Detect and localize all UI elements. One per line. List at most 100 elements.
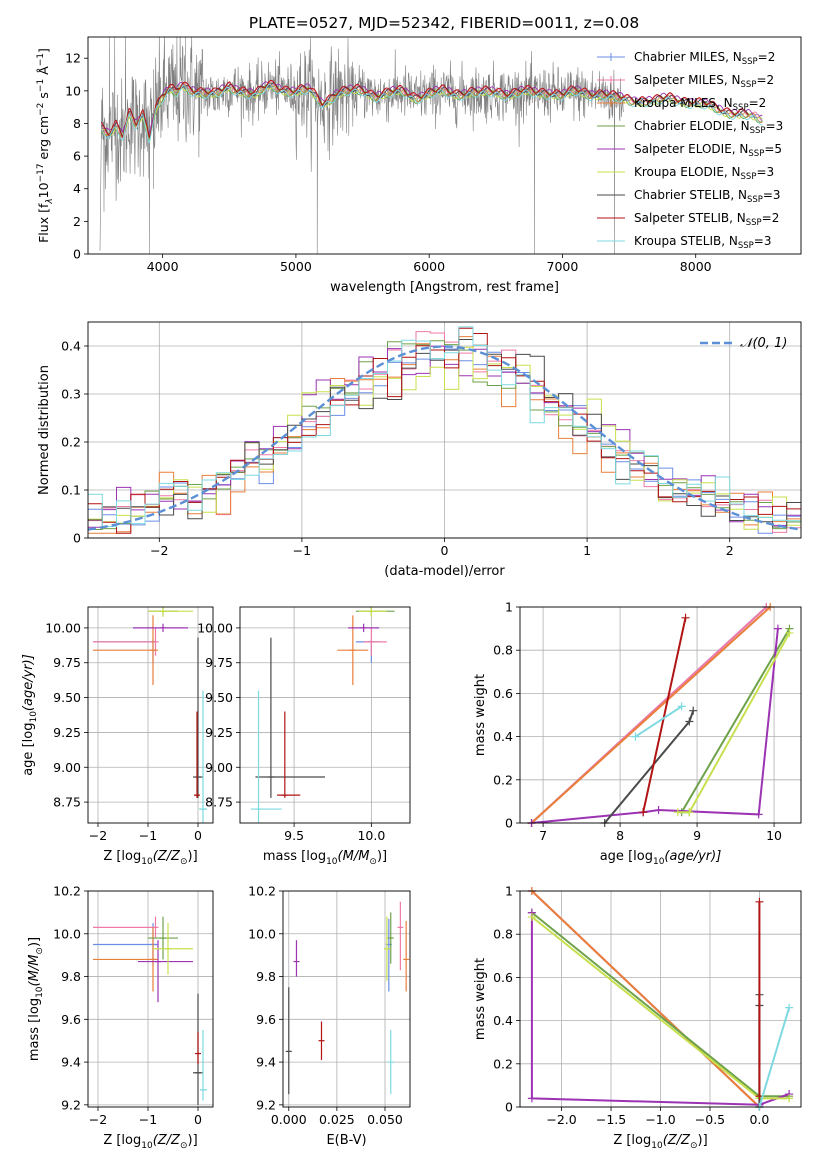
weight-marker <box>677 702 686 711</box>
weight-marker <box>773 624 782 633</box>
x-axis-label: wavelength [Angstrom, rest frame] <box>330 280 559 295</box>
x-tick-label: 0 <box>194 1112 202 1127</box>
x-tick-label: −1.0 <box>645 1112 675 1127</box>
x-tick-label: 7000 <box>547 259 579 274</box>
axes-frame <box>519 890 802 1108</box>
y-tick-label: 10.00 <box>197 620 233 635</box>
axes-frame <box>282 890 411 1108</box>
x-axis-label: (data-model)/error <box>384 564 505 579</box>
model-line-kroupa-elodie <box>101 85 763 138</box>
y-tick-label: 9.00 <box>53 760 81 775</box>
model-line-kroupa-stelib <box>100 83 763 144</box>
axes-frame <box>87 606 214 824</box>
weight-marker <box>681 613 690 622</box>
y-tick-label: 9.2 <box>256 1097 276 1112</box>
y-tick-label: 0 <box>73 531 81 546</box>
y-tick-label: 10.00 <box>45 620 81 635</box>
x-axis-label: Z [log10(Z/Z⊙)] <box>103 849 197 867</box>
weight-marker <box>673 808 682 817</box>
y-tick-label: 9.25 <box>205 725 233 740</box>
y-tick-label: 0.2 <box>493 772 513 787</box>
y-tick-label: 10.0 <box>53 926 81 941</box>
legend-label: Salpeter ELODIE, NSSP=5 <box>634 142 782 159</box>
x-tick-label: 10 <box>766 828 782 843</box>
y-tick-label: 9.00 <box>205 760 233 775</box>
y-tick-label: 9.4 <box>256 1055 276 1070</box>
y-tick-label: 12 <box>65 51 81 66</box>
y-tick-label: 0.4 <box>493 1013 513 1028</box>
y-tick-label: 0.1 <box>61 483 81 498</box>
model-line-salpeter-stelib <box>100 79 749 139</box>
y-tick-label: 0.4 <box>493 729 513 744</box>
x-tick-label: 8000 <box>680 259 712 274</box>
x-tick-label: −2 <box>150 543 168 558</box>
x-tick-label: 1 <box>583 543 591 558</box>
x-axis-label: E(B-V) <box>326 1133 366 1148</box>
y-tick-label: 9.50 <box>53 690 81 705</box>
x-tick-label: 0.050 <box>367 1112 403 1127</box>
x-tick-label: 7 <box>539 828 547 843</box>
x-tick-label: 8 <box>616 828 624 843</box>
y-tick-label: 9.2 <box>61 1097 81 1112</box>
x-axis-label: age [log10(age/yr)] <box>600 849 722 867</box>
weight-marker <box>755 897 764 906</box>
x-tick-label: −1 <box>139 1112 157 1127</box>
weight-marker <box>685 808 694 817</box>
weight_vs_age-panel: 7 8 9 10 0 0.2 0.4 0.6 0.8 1 age [log10(age/yr)] ma… <box>473 600 802 867</box>
weight-marker <box>754 810 763 819</box>
weight-line-kroupa-miles <box>531 891 761 1107</box>
weight-marker <box>639 808 648 817</box>
y-axis-label: age [log10(age/yr)] <box>21 654 39 776</box>
y-tick-label: 0 <box>505 816 513 831</box>
y-tick-label: 10.2 <box>53 884 81 899</box>
age_vs_mass-panel: 9.5 10.0 8.75 9.00 9.25 9.50 9.75 10.00 mass [lo… <box>197 606 411 867</box>
y-axis-label: mass [log10(M/M⊙)] <box>27 937 45 1061</box>
x-tick-label: −1 <box>139 828 157 843</box>
axes-frame <box>87 321 802 539</box>
y-tick-label: 0.8 <box>493 927 513 942</box>
x-tick-label: 10.0 <box>357 828 385 843</box>
weight-line-kroupa-miles <box>530 607 771 823</box>
x-tick-label: −1.5 <box>596 1112 626 1127</box>
y-tick-label: 1 <box>505 884 513 899</box>
y-tick-label: 9.75 <box>53 655 81 670</box>
y-tick-label: 9.8 <box>256 969 276 984</box>
x-tick-label: −0.5 <box>695 1112 725 1127</box>
x-tick-label: −2.0 <box>546 1112 576 1127</box>
weight-marker <box>654 806 663 815</box>
mass_vs_EBV-panel: 0.000 0.025 0.050 9.2 9.4 9.6 9.8 10.0 10.2 E(B-V… <box>248 884 411 1148</box>
x-tick-label: 5000 <box>280 259 312 274</box>
age_vs_Z-panel: −2 −1 0 8.75 9.00 9.25 9.50 9.75 10.00 Z [log10(Z… <box>21 606 214 867</box>
legend-label: Salpeter STELIB, NSSP=2 <box>634 211 779 228</box>
figure-title: PLATE=0527, MJD=52342, FIBERID=0011, z=0… <box>249 14 639 32</box>
y-tick-label: 9.8 <box>61 969 81 984</box>
x-tick-label: −2 <box>89 1112 107 1127</box>
weight-line-salpeter-elodie <box>531 628 779 823</box>
weight-marker <box>785 1003 794 1012</box>
y-tick-label: 1 <box>505 600 513 615</box>
x-tick-label: 0 <box>441 543 449 558</box>
weight-line-kroupa-stelib <box>634 705 683 738</box>
y-axis-label: Normed distribution <box>37 365 52 495</box>
legend-label: Chabrier ELODIE, NSSP=3 <box>634 119 783 136</box>
x-tick-label: 9 <box>693 828 701 843</box>
weight-marker <box>527 1094 536 1103</box>
y-tick-label: 10 <box>65 83 81 98</box>
weight-marker <box>785 628 794 637</box>
weight-line-chabrier-elodie <box>679 628 791 814</box>
x-tick-label: 6000 <box>413 259 445 274</box>
histogram-chabrier-elodie <box>88 340 801 530</box>
x-tick-label: 9.5 <box>284 828 304 843</box>
observed-spectrum-line <box>99 37 624 254</box>
x-tick-label: 0.0 <box>749 1112 769 1127</box>
x-tick-label: 0.025 <box>319 1112 355 1127</box>
y-axis-label: mass weight <box>473 674 488 756</box>
legend-label: Salpeter MILES, NSSP=2 <box>634 73 774 90</box>
axes-frame <box>87 36 802 255</box>
weight-marker <box>685 717 694 726</box>
residuals-panel: −2 −1 0 1 2 0 0.1 0.2 0.3 0.4 (data-model)/error No… <box>37 321 802 579</box>
y-tick-label: 10.2 <box>248 884 276 899</box>
legend-label: Chabrier MILES, NSSP=2 <box>634 50 775 67</box>
x-tick-label: 2 <box>726 543 734 558</box>
